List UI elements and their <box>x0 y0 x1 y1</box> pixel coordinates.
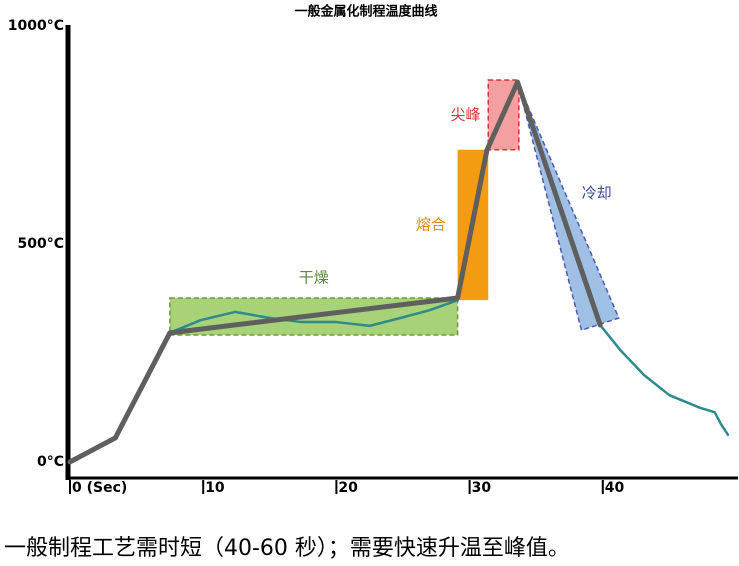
x-tick-label: 40 <box>605 480 625 496</box>
y-tick-label: 0°C <box>37 454 64 470</box>
y-tick-label: 500°C <box>18 236 65 252</box>
caption: 一般制程工艺需时短（40-60 秒）；需要快速升温至峰值。 <box>4 536 570 561</box>
x-tick-label: 10 <box>205 480 225 496</box>
line <box>67 79 603 465</box>
x-tick-label: 20 <box>338 480 358 496</box>
y-tick-label: 1000°C <box>8 18 64 34</box>
line <box>68 80 730 464</box>
x-tick-label: 30 <box>472 480 492 496</box>
zone-label: 尖峰 <box>451 105 481 123</box>
zone-label: 干燥 <box>299 268 329 286</box>
zone-label: 冷却 <box>582 184 612 202</box>
chart-title: 一般金属化制程温度曲线 <box>294 4 437 20</box>
x-tick-label: 0 (Sec) <box>72 480 127 496</box>
zone-label: 熔合 <box>416 215 446 233</box>
